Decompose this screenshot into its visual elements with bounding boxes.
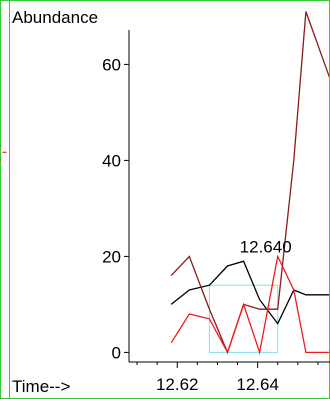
y-tick-label-40: 40	[102, 151, 121, 170]
series-line-2	[170, 11, 329, 355]
y-tick-label-60: 60	[102, 55, 121, 74]
x-tick-label-12.62: 12.62	[156, 375, 199, 394]
y-axis-label: Abundance	[12, 8, 98, 27]
frame-left	[0, 0, 10, 399]
series-line-3	[170, 254, 329, 355]
x-tick-label-12.64: 12.64	[236, 375, 279, 394]
y-tick-label-0: 0	[112, 343, 121, 362]
peak-annotation-1: 12.640	[240, 237, 292, 256]
series-line-1	[170, 260, 329, 325]
left-edge-mark: (-	[0, 142, 7, 161]
y-tick-label-20: 20	[102, 247, 121, 266]
x-axis-label: Time-->	[12, 377, 70, 396]
highlight-box	[208, 284, 279, 353]
frame-main	[9, 0, 330, 399]
